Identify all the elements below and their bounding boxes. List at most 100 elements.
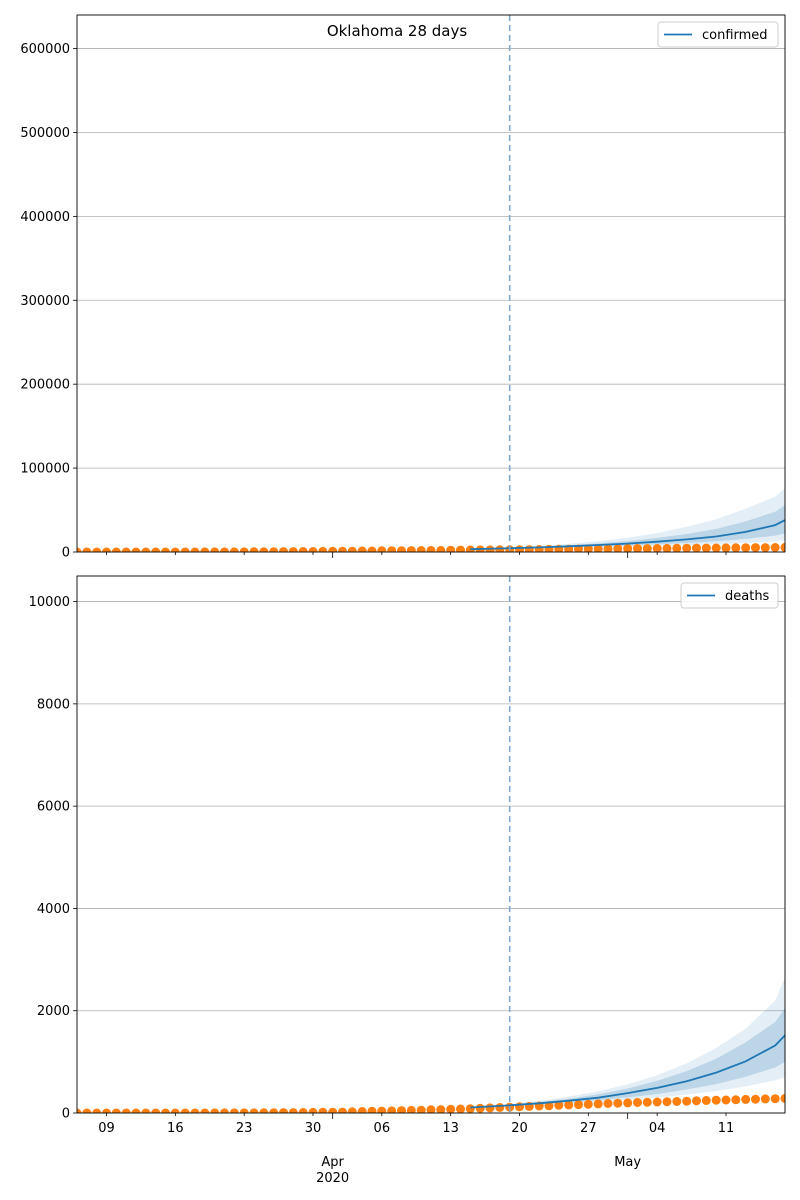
observed-point	[377, 546, 387, 552]
y-tick-label: 2000	[37, 1004, 70, 1019]
observed-point	[229, 547, 239, 552]
observed-point	[741, 543, 751, 552]
observed-point	[121, 1108, 131, 1113]
x-tick-label: 13	[442, 1121, 459, 1136]
deaths-panel: 0 2000 4000 6000 8000 10000 deaths	[29, 575, 786, 1122]
observed-point	[406, 546, 416, 552]
observed-point	[416, 546, 426, 552]
y-tick-label: 100000	[20, 462, 70, 477]
observed-point	[190, 547, 200, 552]
observed-point	[672, 1097, 682, 1106]
observed-point	[308, 547, 318, 552]
observed-point	[141, 1108, 151, 1113]
observed-point	[141, 547, 151, 552]
observed-point	[161, 547, 170, 552]
observed-point	[151, 547, 161, 552]
observed-point	[682, 543, 692, 552]
observed-point	[229, 1108, 239, 1113]
observed-point	[180, 1108, 190, 1113]
observed-point	[603, 544, 613, 552]
x-tick-label: 20	[511, 1121, 528, 1136]
observed-point	[151, 1108, 161, 1113]
observed-point	[731, 1095, 741, 1105]
observed-point	[298, 547, 308, 552]
observed-point	[662, 1097, 672, 1107]
observed-point	[701, 1096, 711, 1105]
observed-point	[111, 1108, 121, 1113]
x-month-label: May	[614, 1155, 641, 1170]
observed-point	[682, 1096, 692, 1106]
y-tick-label: 0	[62, 546, 70, 561]
observed-point	[279, 547, 288, 552]
observed-point	[760, 543, 770, 552]
observed-point	[328, 1107, 338, 1113]
observed-point	[377, 1106, 387, 1113]
observed-point	[436, 1105, 446, 1113]
x-tick-label: 27	[580, 1121, 597, 1136]
legend: deaths	[680, 582, 779, 609]
x-tick-label: 23	[236, 1121, 253, 1136]
observed-point	[111, 547, 121, 552]
observed-point	[642, 1097, 652, 1107]
axes-frame	[76, 575, 786, 1114]
observed-point	[465, 1104, 475, 1113]
observed-point	[633, 544, 642, 552]
observed-point	[436, 545, 446, 552]
observed-point	[741, 1094, 751, 1104]
observed-point	[92, 547, 102, 552]
observed-point	[701, 543, 711, 552]
observed-point	[318, 546, 328, 552]
observed-point	[288, 1108, 298, 1113]
observed-point	[367, 1106, 377, 1113]
y-tick-label: 10000	[29, 595, 70, 610]
observed-point	[259, 547, 269, 552]
observed-point	[190, 1108, 200, 1113]
x-tick-label: 09	[98, 1121, 115, 1136]
observed-point	[721, 1095, 731, 1105]
observed-point	[662, 543, 672, 552]
observed-point	[170, 1108, 180, 1113]
observed-point	[259, 1108, 269, 1113]
observed-point	[318, 1107, 328, 1113]
observed-point	[102, 547, 111, 552]
observed-point	[524, 545, 534, 552]
observed-point	[446, 545, 456, 552]
observed-point	[613, 1098, 623, 1108]
observed-point	[446, 1104, 456, 1113]
observed-point	[92, 1108, 102, 1113]
forecast-median-line	[470, 519, 785, 551]
x-tick-label: 30	[305, 1121, 322, 1136]
observed-point	[397, 546, 406, 552]
observed-point	[456, 1104, 465, 1113]
y-tick-label: 4000	[37, 902, 70, 917]
plot-area	[77, 488, 785, 552]
y-tick-label: 200000	[20, 378, 70, 393]
observed-point	[770, 543, 780, 552]
plot-area	[77, 977, 785, 1113]
observed-point	[220, 547, 229, 552]
observed-point	[593, 1099, 603, 1109]
observed-point	[780, 1093, 785, 1103]
observed-point	[82, 1108, 92, 1113]
observed-point	[495, 1103, 505, 1112]
observed-point	[357, 1107, 367, 1113]
observed-point	[406, 1105, 416, 1113]
observed-point	[269, 1108, 279, 1113]
observed-point	[288, 547, 298, 552]
observed-point	[367, 546, 377, 552]
observed-point	[760, 1094, 770, 1104]
observed-point	[387, 1106, 397, 1113]
observed-point	[544, 1101, 554, 1111]
observed-point	[77, 547, 82, 552]
observed-point	[82, 547, 92, 552]
observed-point	[220, 1108, 229, 1113]
observed-point	[239, 1108, 249, 1113]
observed-point	[583, 1099, 593, 1109]
observed-point	[623, 1098, 633, 1108]
observed-point	[180, 547, 190, 552]
observed-point	[210, 1108, 220, 1113]
observed-point	[770, 1094, 780, 1104]
observed-point	[200, 547, 210, 552]
legend: confirmed	[657, 21, 779, 48]
y-tick-label: 8000	[37, 697, 70, 712]
